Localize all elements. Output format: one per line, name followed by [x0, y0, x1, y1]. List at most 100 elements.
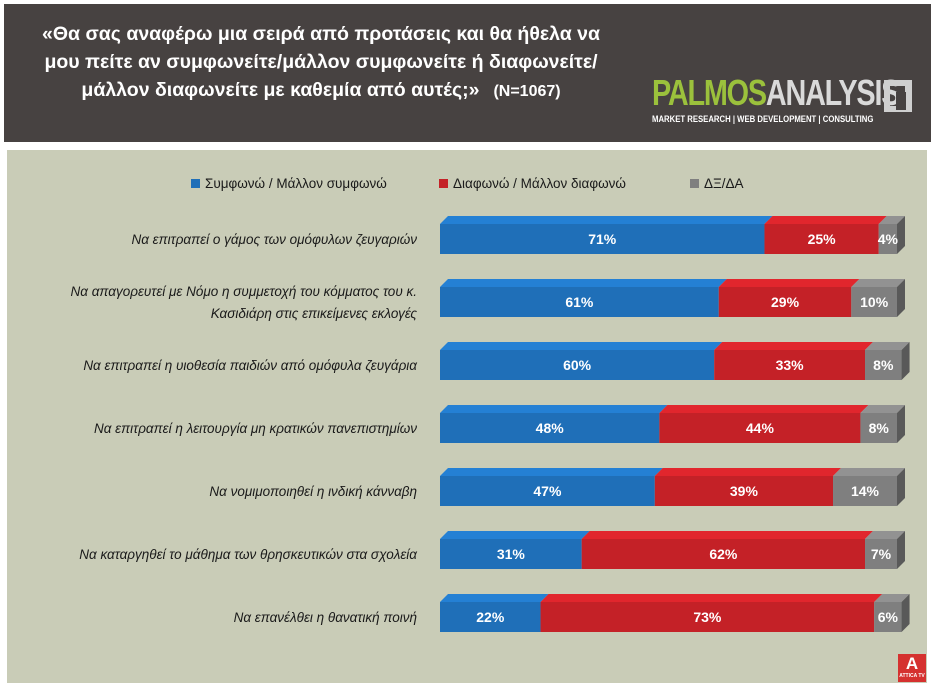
bar-top-face: [540, 594, 883, 602]
logo-tagline: MARKET RESEARCH | WEB DEVELOPMENT | CONS…: [652, 114, 874, 124]
chart-legend: Συμφωνώ / Μάλλον συμφωνώ Διαφωνώ / Μάλλον…: [7, 176, 927, 196]
chart-panel: Συμφωνώ / Μάλλον συμφωνώ Διαφωνώ / Μάλλον…: [7, 150, 927, 683]
legend-item-2: Διαφωνώ / Μάλλον διαφωνώ: [439, 176, 626, 191]
bar-top-face: [654, 468, 842, 476]
data-label: 29%: [771, 294, 800, 310]
bar-side-face: [901, 342, 910, 380]
logo-wordmark: PALMOSANALYSIS: [652, 72, 901, 114]
logo-word-analysis: ANALYSIS: [765, 72, 901, 113]
data-label: 22%: [476, 609, 505, 625]
data-label: 39%: [730, 483, 759, 499]
bar-segment: [851, 287, 897, 317]
legend-swatch: [191, 179, 200, 188]
data-label: 4%: [878, 231, 899, 247]
data-label: 10%: [860, 294, 889, 310]
bar-top-face: [581, 531, 874, 539]
bar-segment: [654, 476, 834, 506]
bar-segment: [659, 413, 861, 443]
category-label: Να επιτραπεί η λειτουργία μη κρατικών πα…: [94, 421, 417, 436]
bar-segment: [714, 350, 866, 380]
logo-word-palmos: PALMOS: [652, 72, 767, 113]
bar-segment: [540, 602, 875, 632]
attica-mark-icon: A: [905, 654, 919, 673]
category-label: Να επανέλθει η θανατική ποινή: [234, 610, 417, 625]
bar-top-face: [440, 531, 590, 539]
bar-top-face: [865, 531, 905, 539]
bar-top-face: [718, 279, 860, 287]
header-banner: «Θα σας αναφέρω μια σειρά από προτάσεις …: [4, 4, 931, 142]
bar-top-face: [865, 342, 910, 350]
bar-top-face: [440, 405, 668, 413]
bar-segment: [581, 539, 866, 569]
attica-text: ATTICA TV: [899, 673, 925, 679]
data-label: 8%: [869, 420, 890, 436]
bar-top-face: [440, 594, 549, 602]
legend-swatch: [690, 179, 699, 188]
data-label: 47%: [533, 483, 562, 499]
bar-segment: [865, 539, 897, 569]
data-label: 73%: [693, 609, 722, 625]
bar-segment: [833, 476, 897, 506]
legend-label: Συμφωνώ / Μάλλον συμφωνώ: [205, 176, 387, 191]
bar-top-face: [874, 594, 910, 602]
legend-item-1: Συμφωνώ / Μάλλον συμφωνώ: [191, 176, 387, 191]
data-label: 8%: [873, 357, 894, 373]
data-label: 25%: [808, 231, 837, 247]
legend-label: Διαφωνώ / Μάλλον διαφωνώ: [453, 176, 626, 191]
bar-segment: [440, 476, 655, 506]
bar-side-face: [901, 594, 910, 632]
category-label: Να απαγορευτεί με Νόμο η συμμετοχή του κ…: [71, 284, 418, 321]
bar-top-face: [659, 405, 869, 413]
bar-top-face: [851, 279, 905, 287]
question-body: «Θα σας αναφέρω μια σειρά από προτάσεις …: [42, 23, 600, 101]
legend-swatch: [439, 179, 448, 188]
bar-top-face: [440, 216, 773, 224]
category-label: Να καταργηθεί το μάθημα των θρησκευτικών…: [79, 547, 418, 562]
bar-top-face: [714, 342, 874, 350]
bar-segment: [440, 287, 719, 317]
sample-size: (N=1067): [493, 83, 561, 100]
data-label: 33%: [776, 357, 805, 373]
bar-segment: [865, 350, 902, 380]
data-label: 14%: [851, 483, 880, 499]
bar-segment: [440, 539, 582, 569]
data-label: 60%: [563, 357, 592, 373]
data-label: 7%: [871, 546, 892, 562]
bar-top-face: [833, 468, 905, 476]
legend-label: ΔΞ/ΔΑ: [704, 176, 744, 191]
data-label: 48%: [536, 420, 565, 436]
bar-segment: [860, 413, 897, 443]
data-label: 62%: [709, 546, 738, 562]
bar-side-face: [897, 405, 905, 443]
bar-segment: [764, 224, 879, 254]
bar-top-face: [764, 216, 887, 224]
logo-p-mark-icon: [884, 80, 912, 112]
category-label: Να επιτραπεί η υιοθεσία παιδιών από ομόφ…: [83, 358, 418, 373]
data-label: 44%: [746, 420, 775, 436]
bar-top-face: [878, 216, 905, 224]
bar-segment: [440, 602, 541, 632]
bar-top-face: [440, 279, 727, 287]
bar-segment: [878, 224, 897, 254]
bar-top-face: [440, 468, 663, 476]
stacked-bar-chart: Να επιτραπεί ο γάμος των ομόφυλων ζευγαρ…: [71, 216, 910, 632]
attica-tv-logo: A ATTICA TV: [898, 654, 926, 682]
bar-segment: [718, 287, 852, 317]
data-label: 61%: [565, 294, 594, 310]
palmos-analysis-logo: PALMOSANALYSIS MARKET RESEARCH | WEB DEV…: [652, 72, 922, 134]
category-label: Να νομιμοποιηθεί η ινδική κάνναβη: [209, 484, 417, 499]
bar-side-face: [897, 216, 905, 254]
question-text: «Θα σας αναφέρω μια σειρά από προτάσεις …: [26, 20, 616, 106]
bar-top-face: [440, 342, 723, 350]
data-label: 6%: [878, 609, 899, 625]
bar-segment: [440, 413, 660, 443]
bar-side-face: [897, 531, 905, 569]
category-label: Να επιτραπεί ο γάμος των ομόφυλων ζευγαρ…: [131, 232, 417, 247]
bar-segment: [440, 224, 765, 254]
legend-item-3: ΔΞ/ΔΑ: [690, 176, 744, 191]
bar-segment: [874, 602, 902, 632]
bar-top-face: [860, 405, 905, 413]
data-label: 31%: [497, 546, 526, 562]
data-label: 71%: [588, 231, 617, 247]
bar-side-face: [897, 468, 905, 506]
